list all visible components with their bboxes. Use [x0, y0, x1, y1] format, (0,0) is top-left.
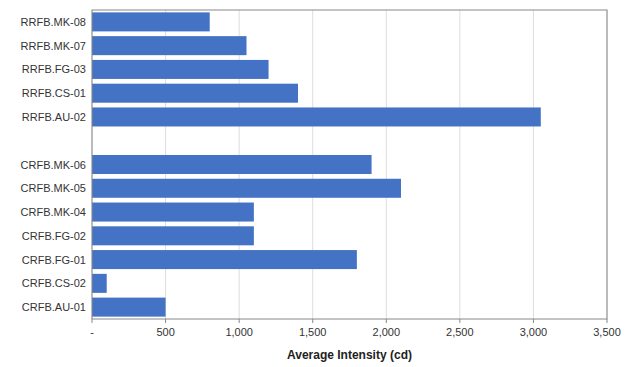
tick-label: 2,500 [446, 326, 474, 338]
chart: - 500 1,000 1,500 2,000 2,500 3,000 3,500 RRFB.M… [0, 0, 625, 367]
category-label: CRFB.FG-02 [22, 230, 86, 242]
x-axis: - 500 1,000 1,500 2,000 2,500 3,000 3,500 [90, 319, 621, 338]
category-label: CRFB.AU-01 [22, 301, 86, 313]
category-label: CRFB.MK-04 [21, 206, 86, 218]
bar [92, 155, 372, 174]
bar [92, 203, 254, 222]
tick-mark [165, 319, 166, 323]
bar [92, 84, 298, 103]
category-label: CRFB.MK-05 [21, 182, 86, 194]
tick-mark [533, 319, 534, 323]
tick-label: 500 [156, 326, 174, 338]
bar [92, 60, 269, 79]
tick-mark [239, 319, 240, 323]
tick-label: 1,000 [225, 326, 253, 338]
grid-line [459, 10, 460, 319]
x-axis-label: Average Intensity (cd) [287, 348, 412, 362]
y-axis: RRFB.MK-08 RRFB.MK-07 RRFB.FG-03 RRFB.CS-01… [21, 16, 86, 313]
category-label: RRFB.CS-01 [22, 87, 86, 99]
grid [92, 10, 607, 319]
chart-container: - 500 1,000 1,500 2,000 2,500 3,000 3,500 RRFB.M… [0, 0, 625, 367]
bar [92, 226, 254, 245]
bar [92, 12, 210, 31]
bars [92, 12, 541, 316]
bar [92, 36, 247, 55]
tick-mark [607, 319, 608, 323]
grid-line [533, 10, 534, 319]
tick-mark [386, 319, 387, 323]
tick-mark [92, 319, 93, 323]
category-label: CRFB.MK-06 [21, 159, 86, 171]
category-label: RRFB.MK-07 [21, 40, 86, 52]
tick-label: 3,500 [593, 326, 621, 338]
category-label: RRFB.MK-08 [21, 16, 86, 28]
category-label: RRFB.FG-03 [22, 63, 86, 75]
bar [92, 179, 401, 198]
tick-label: - [90, 326, 94, 338]
grid-line [386, 10, 387, 319]
bar [92, 274, 107, 293]
bar [92, 298, 166, 317]
bar [92, 250, 357, 269]
category-label: CRFB.FG-01 [22, 254, 86, 266]
category-label: CRFB.CS-02 [22, 277, 86, 289]
tick-label: 3,000 [520, 326, 548, 338]
plot-frame [92, 10, 607, 319]
category-label: RRFB.AU-02 [22, 111, 86, 123]
tick-label: 2,000 [373, 326, 401, 338]
tick-mark [459, 319, 460, 323]
tick-label: 1,500 [299, 326, 327, 338]
bar [92, 107, 541, 126]
tick-mark [312, 319, 313, 323]
